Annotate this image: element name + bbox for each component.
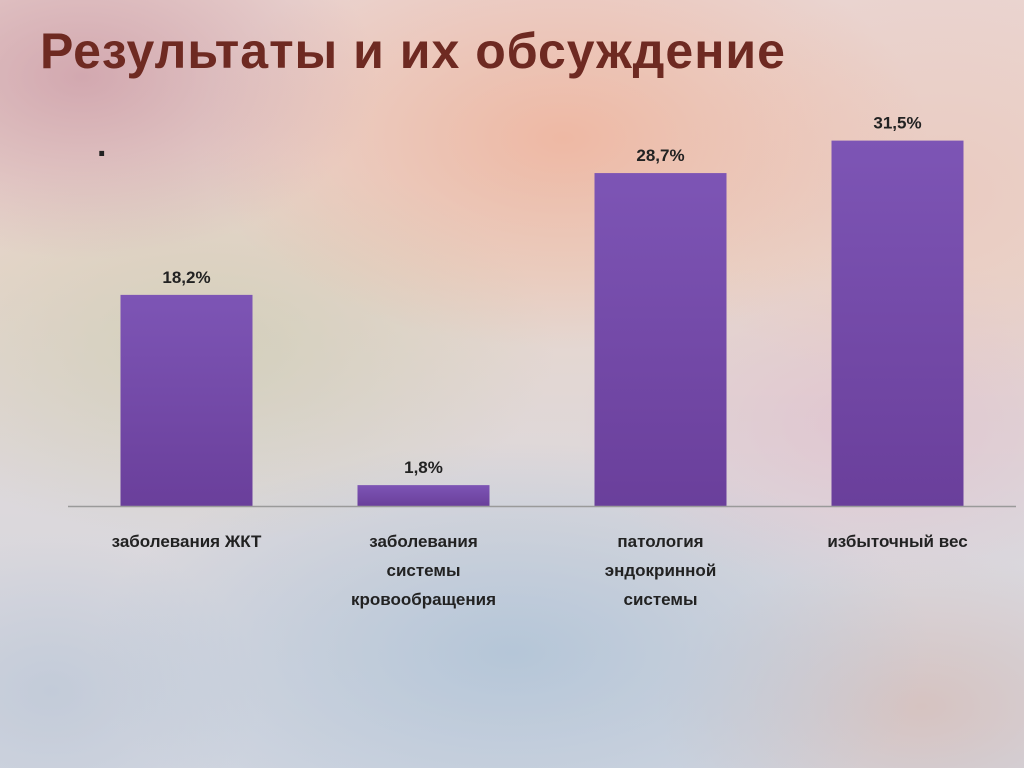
- category-label-line: эндокринной: [605, 561, 717, 580]
- bar-2: [357, 485, 490, 506]
- bar-4: [831, 140, 964, 506]
- category-label-line: заболевания ЖКТ: [112, 532, 262, 551]
- category-label-4: избыточный вес: [827, 532, 967, 551]
- category-label-line: кровообращения: [351, 590, 496, 609]
- category-label-2: заболевания системы кровообращения: [351, 532, 496, 609]
- data-label-1: 18,2%: [162, 268, 210, 287]
- category-label-line: заболевания: [369, 532, 478, 551]
- bar-1: [120, 294, 253, 506]
- category-label-line: избыточный вес: [827, 532, 967, 551]
- category-label-line: системы: [386, 561, 460, 580]
- slide-title: Результаты и их обсуждение: [40, 23, 786, 79]
- data-label-2: 1,8%: [404, 458, 443, 477]
- category-label-line: патология: [617, 532, 703, 551]
- category-label-1: заболевания ЖКТ: [112, 532, 262, 551]
- data-label-4: 31,5%: [873, 114, 921, 133]
- category-label-line: системы: [623, 590, 697, 609]
- bullet-marker: .: [97, 126, 107, 164]
- data-label-3: 28,7%: [636, 146, 684, 165]
- category-label-3: патология эндокринной системы: [605, 532, 717, 609]
- bar-3: [594, 173, 727, 506]
